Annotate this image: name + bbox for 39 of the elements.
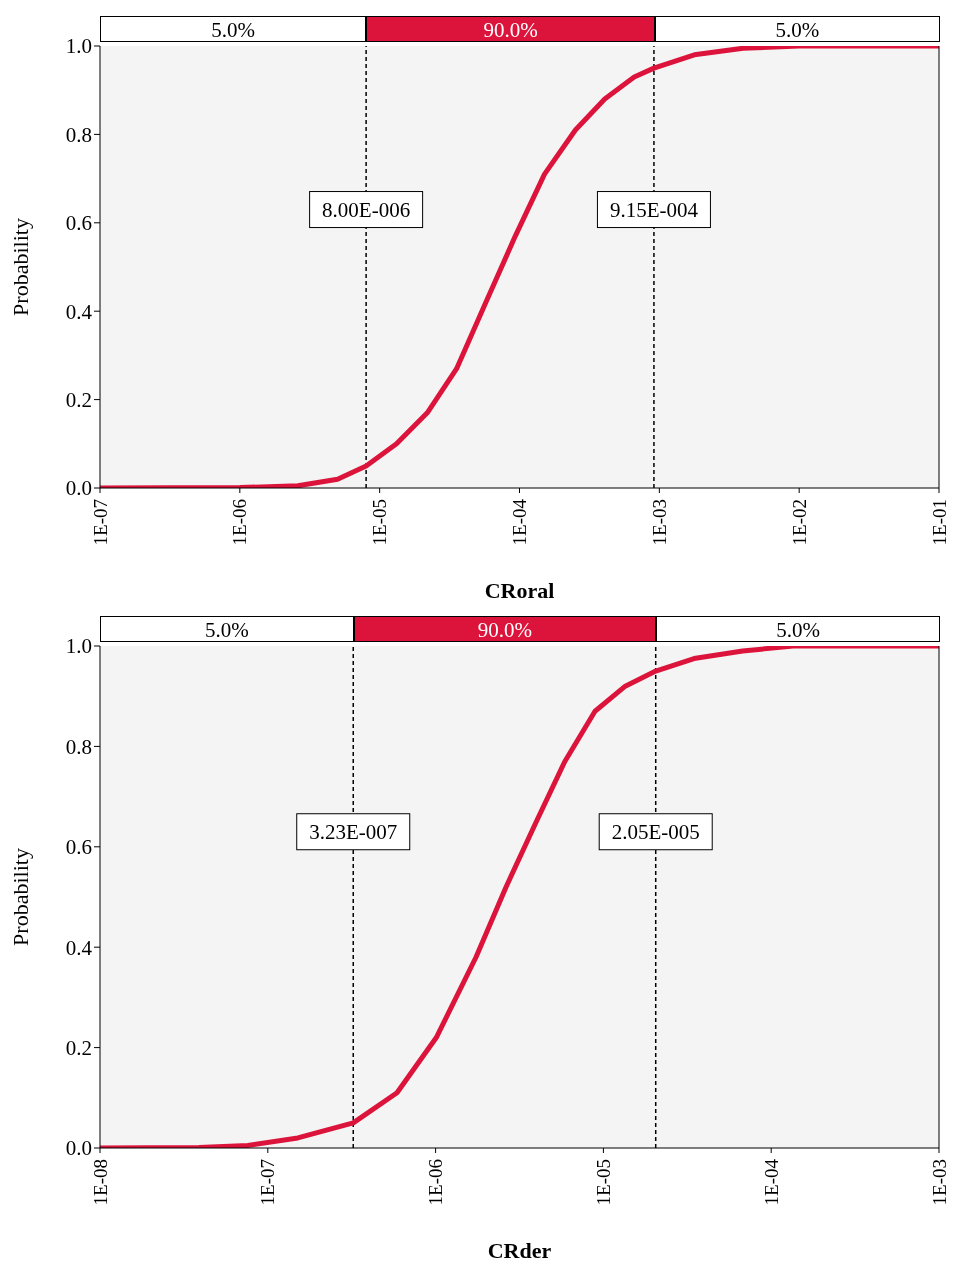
x-tick-label: 1E-06 <box>425 1159 447 1206</box>
y-axis-title: Probability <box>7 848 33 946</box>
text: 5.0% <box>100 16 367 42</box>
y-tick-label: 0.0 <box>65 1136 92 1161</box>
x-axis-title: CRder <box>487 1238 552 1263</box>
y-tick-label: 0.6 <box>65 211 92 236</box>
y-tick-label: 1.0 <box>65 34 92 59</box>
ref-line-label: 2.05E-005 <box>611 819 700 844</box>
y-tick-label: 0.4 <box>65 935 93 960</box>
x-axis-title: CRoral <box>484 578 555 603</box>
x-tick-label: 1E-04 <box>509 498 530 546</box>
y-tick-label: 0.2 <box>65 1036 92 1061</box>
y-tick-label: 0.4 <box>65 299 93 324</box>
y-tick-label: 0.0 <box>65 476 92 501</box>
y-tick-label: 0.2 <box>65 388 92 413</box>
x-tick-label: 1E-05 <box>592 1159 614 1206</box>
x-tick-label: 1E-07 <box>257 1159 279 1206</box>
text: 5.0% <box>654 16 940 42</box>
y-tick-label: 1.0 <box>65 634 92 659</box>
y-tick-label: 0.8 <box>65 122 92 147</box>
x-tick-label: 1E-02 <box>788 499 810 546</box>
ref-line-label: 8.00E-006 <box>322 197 411 222</box>
x-tick-label: 1E-07 <box>89 499 111 546</box>
ref-line-label: 3.23E-007 <box>309 819 398 844</box>
y-tick-label: 0.8 <box>65 734 92 759</box>
text: 5.0% <box>100 616 354 642</box>
y-tick-label: 0.6 <box>65 835 92 860</box>
x-tick-label: 1E-04 <box>760 1158 782 1206</box>
x-tick-label: 1E-03 <box>928 1159 950 1206</box>
y-axis-title: Probability <box>7 218 33 316</box>
text: 90.0% <box>366 16 655 42</box>
text: 5.0% <box>656 616 940 642</box>
x-tick-label: 1E-05 <box>369 499 391 546</box>
ref-line-label: 9.15E-004 <box>609 197 699 222</box>
x-tick-label: 1E-03 <box>648 499 670 546</box>
x-tick-label: 1E-08 <box>89 1159 111 1206</box>
x-tick-label: 1E-06 <box>229 499 251 546</box>
x-tick-label: 1E-01 <box>928 499 950 546</box>
text: 90.0% <box>353 616 657 642</box>
